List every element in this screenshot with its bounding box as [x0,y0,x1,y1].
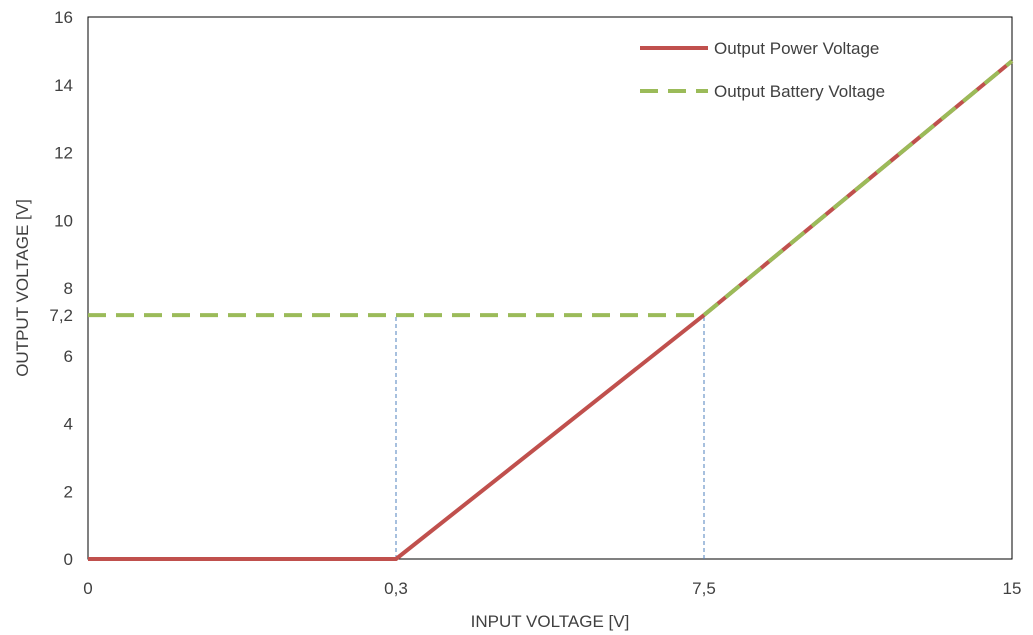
y-tick-label-0: 0 [64,550,73,569]
y-tick-label-8: 14 [54,76,73,95]
x-tick-label-3: 15 [1003,579,1022,598]
y-tick-label-6: 10 [54,211,73,230]
x-axis-title: INPUT VOLTAGE [V] [471,612,630,631]
y-tick-label-9: 16 [54,8,73,27]
y-tick-label-7: 12 [54,144,73,163]
series-line-0 [88,59,1014,561]
y-axis-title: OUTPUT VOLTAGE [V] [13,199,32,377]
legend: Output Power Voltage Output Battery Volta… [640,39,885,101]
series-line-1 [88,59,1014,318]
y-tick-label-4: 7,2 [49,306,73,325]
legend-label-0: Output Power Voltage [714,39,879,58]
y-tick-label-2: 4 [64,415,73,434]
y-axis-ticks: 0 2 4 6 7,2 8 10 12 14 16 [49,8,73,569]
x-tick-label-0: 0 [83,579,92,598]
legend-label-1: Output Battery Voltage [714,82,885,101]
reference-lines [395,315,705,559]
x-axis-ticks: 0 0,3 7,5 15 [83,579,1021,598]
x-tick-label-2: 7,5 [692,579,716,598]
x-tick-label-1: 0,3 [384,579,408,598]
y-tick-label-1: 2 [64,482,73,501]
y-tick-label-5: 8 [64,279,73,298]
series-layer [88,59,1014,561]
plot-area [87,16,1013,560]
y-tick-label-3: 6 [64,347,73,366]
